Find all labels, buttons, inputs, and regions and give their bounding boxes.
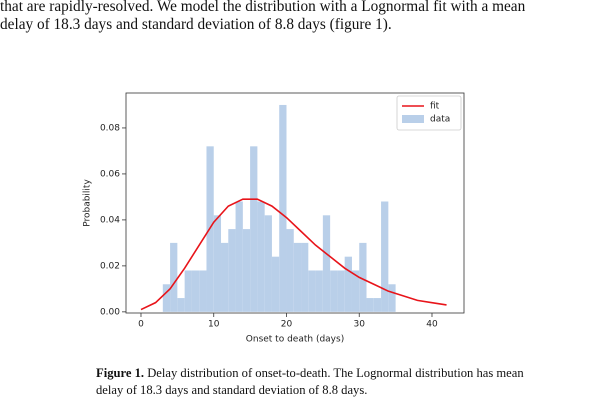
bar [315,270,323,312]
fit-line [140,198,447,311]
bar [322,215,331,312]
bar [286,229,294,312]
bar [242,229,251,312]
bar [170,242,178,312]
bar [250,146,258,312]
bar [235,201,243,312]
legend-box [396,95,462,131]
bar [184,270,192,312]
x-tick-label: 10 [208,320,220,330]
y-tick-label: 0.04 [100,215,120,225]
y-tick-label: 0.02 [100,261,120,271]
y-tick-label: 0.00 [100,307,120,317]
bar [351,270,360,312]
bar [337,270,345,312]
x-axis-label: Onset to death (days) [246,335,344,345]
bar [344,256,352,312]
bar [271,256,280,312]
bar [264,215,272,312]
legend-swatch [402,115,424,123]
bar [381,201,389,312]
x-tick-label: 30 [354,320,366,330]
paragraph-line: that are rapidly-resolved. We model the … [0,0,526,15]
x-tick-label: 20 [281,320,293,330]
legend-label: data [430,115,450,125]
bar [293,242,302,312]
caption-line: Figure 1. Delay distribution of onset-to… [96,366,524,381]
paragraph-line: delay of 18.3 days and standard deviatio… [0,16,392,33]
bar [359,242,367,312]
bar [221,242,229,312]
y-tick-label: 0.08 [100,123,120,133]
bar [330,270,338,312]
bar [279,104,287,312]
legend-label: fit [430,102,440,112]
bar [162,284,171,312]
caption-line: delay of 18.3 days and standard deviatio… [96,383,368,397]
y-tick-label: 0.06 [100,169,120,179]
x-tick-label: 40 [426,320,438,330]
bar [301,242,309,312]
bar [366,298,374,312]
bar [388,284,396,312]
bar [213,215,222,312]
y-axis-label: Probability [83,179,93,227]
x-tick-label: 0 [138,320,144,330]
caption-label: Figure 1. [96,366,145,380]
bar [308,270,316,312]
bar [199,270,207,312]
caption-text: Delay distribution of onset-to-death. Th… [147,366,524,380]
bar [373,298,382,312]
bar [257,201,265,312]
bar [191,270,200,312]
bar [228,229,236,312]
bar [177,298,185,312]
plot-frame [125,92,465,314]
